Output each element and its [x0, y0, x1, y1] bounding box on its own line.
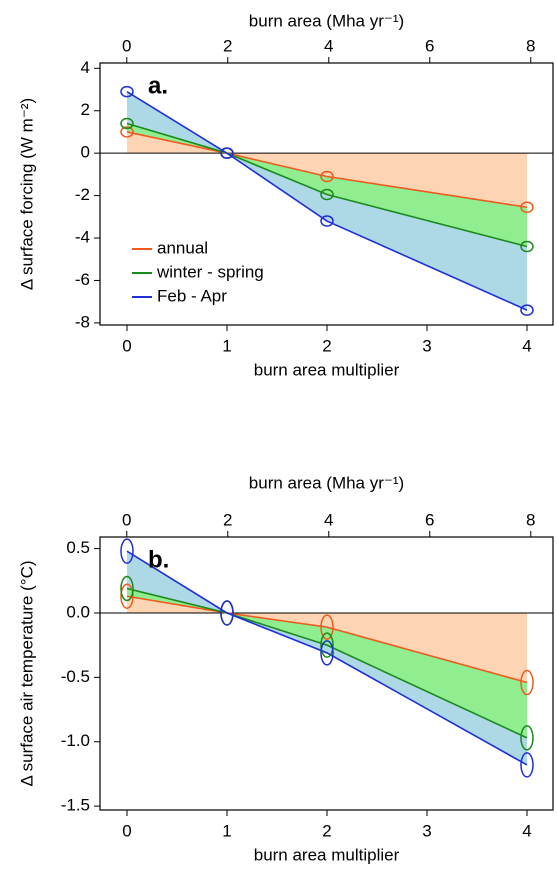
x2-tick-label: 8 [526, 36, 535, 55]
x-tick-label: 3 [422, 336, 431, 355]
marker [320, 215, 334, 227]
marker [220, 600, 234, 626]
marker [520, 752, 534, 778]
marker [520, 201, 534, 214]
y-tick-label: -4 [75, 228, 90, 247]
y-tick-label: 4 [81, 58, 90, 77]
x2-tick-label: 0 [122, 510, 131, 529]
x-tick-label: 1 [222, 821, 231, 840]
y-axis-title: Δ surface forcing (W m⁻²) [17, 98, 36, 290]
y-tick-label: 2 [81, 100, 90, 119]
panel-label: b. [148, 546, 169, 573]
x-tick-label: 1 [222, 336, 231, 355]
y-tick-label: -8 [75, 312, 90, 331]
marker [320, 640, 334, 666]
marker [220, 147, 234, 159]
marker [520, 669, 534, 696]
x2-axis-title: burn area (Mha yr⁻¹) [249, 11, 404, 30]
legend-label: annual [157, 238, 208, 257]
panel-label: a. [148, 72, 168, 99]
y-tick-label: 0.5 [66, 538, 90, 557]
legend-label: winter - spring [156, 262, 264, 281]
marker [520, 725, 534, 751]
x2-tick-label: 4 [324, 510, 333, 529]
series-line [126, 122, 528, 248]
marker [120, 126, 134, 138]
x2-tick-label: 2 [223, 510, 232, 529]
series-line [126, 595, 528, 684]
marker [120, 575, 134, 602]
x-tick-label: 2 [322, 821, 331, 840]
area [127, 131, 527, 208]
x-tick-label: 0 [122, 821, 131, 840]
area [127, 596, 527, 683]
x-tick-label: 0 [122, 336, 131, 355]
x-axis-title: burn area multiplier [254, 845, 400, 864]
y-tick-label: -0.5 [61, 667, 90, 686]
area [127, 91, 527, 311]
x-axis-title: burn area multiplier [254, 360, 400, 379]
marker [120, 538, 134, 564]
marker [320, 614, 334, 640]
y-tick-label: -6 [75, 270, 90, 289]
series-line [126, 90, 528, 311]
x2-tick-label: 6 [425, 36, 434, 55]
x-tick-label: 3 [422, 821, 431, 840]
x2-tick-label: 8 [526, 510, 535, 529]
y-tick-label: -1.0 [61, 731, 90, 750]
y-tick-label: 0.0 [66, 602, 90, 621]
marker [120, 85, 134, 98]
x2-axis-title: burn area (Mha yr⁻¹) [249, 473, 404, 492]
series-line [126, 550, 528, 766]
marker [320, 632, 334, 658]
legend-label: Feb - Apr [157, 286, 227, 305]
x-tick-label: 2 [322, 336, 331, 355]
x2-tick-label: 6 [425, 510, 434, 529]
marker [320, 170, 334, 183]
y-axis-title: Δ surface air temperature (°C) [17, 560, 36, 786]
x-tick-label: 4 [522, 336, 531, 355]
x-tick-label: 4 [522, 821, 531, 840]
marker [120, 583, 134, 609]
marker [520, 240, 534, 253]
y-tick-label: -2 [75, 185, 90, 204]
y-tick-label: -1.5 [61, 796, 90, 815]
y-tick-label: 0 [81, 143, 90, 162]
marker [120, 117, 134, 130]
series-line [126, 587, 528, 739]
marker [320, 188, 334, 201]
series-line [126, 131, 528, 209]
marker [520, 304, 534, 316]
x2-tick-label: 4 [324, 36, 333, 55]
x2-tick-label: 2 [223, 36, 232, 55]
x2-tick-label: 0 [122, 36, 131, 55]
